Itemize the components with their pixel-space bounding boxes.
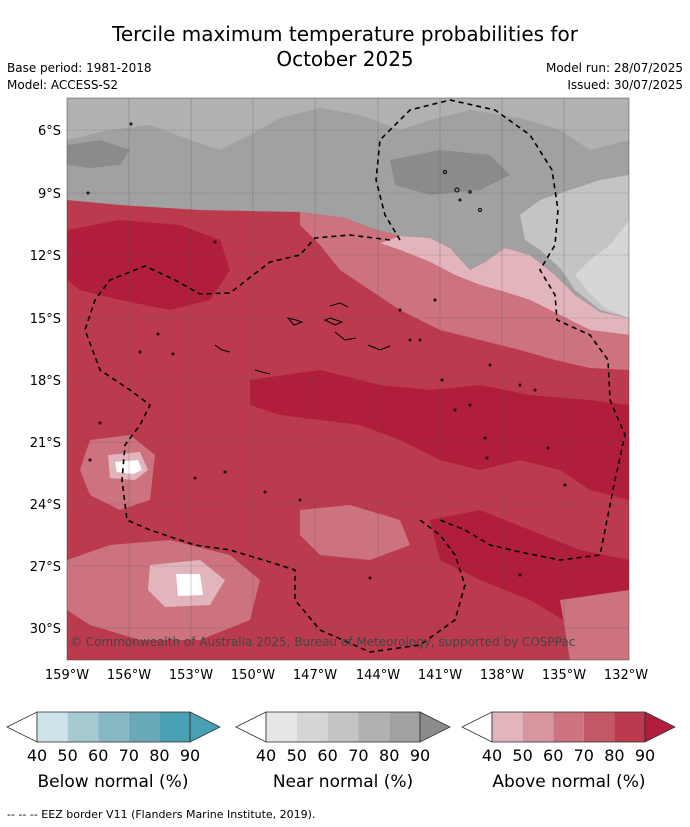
map-frame bbox=[66, 97, 630, 661]
above-normal-lighter-se bbox=[560, 590, 629, 660]
legend-near-swatch bbox=[358, 712, 390, 742]
legend-below-swatch bbox=[98, 712, 129, 742]
gridlines bbox=[67, 98, 629, 660]
legend-tick: 50 bbox=[287, 746, 307, 765]
below-normal-hint-w bbox=[115, 460, 142, 474]
legend-tick: 40 bbox=[256, 746, 276, 765]
lat-label: 18°S bbox=[30, 374, 61, 389]
near-normal-dark-patch bbox=[67, 140, 130, 168]
legend-tick: 80 bbox=[149, 746, 169, 765]
legend-tick: 40 bbox=[27, 746, 47, 765]
legend-near-swatch bbox=[327, 712, 359, 742]
legend-tick: 40 bbox=[482, 746, 502, 765]
legend-above-end-arrow bbox=[644, 711, 676, 743]
eez-borders bbox=[84, 99, 626, 653]
model-name: Model: ACCESS-S2 bbox=[7, 78, 119, 92]
legend-above-swatch bbox=[583, 712, 615, 742]
lon-label: 144°W bbox=[356, 668, 400, 683]
above-normal-lighter-s bbox=[300, 505, 410, 560]
legend-below-swatch bbox=[37, 712, 68, 742]
near-normal-lighter bbox=[575, 220, 629, 318]
lon-label: 150°W bbox=[231, 668, 275, 683]
lon-label: 135°W bbox=[542, 668, 586, 683]
lat-labels: 6°S 9°S 12°S 15°S 18°S 21°S 24°S 27°S 30… bbox=[30, 124, 61, 637]
legend-tick: 80 bbox=[604, 746, 624, 765]
lon-label: 147°W bbox=[293, 668, 337, 683]
legend-near: 40 50 60 70 80 90 bbox=[235, 711, 451, 765]
lon-label: 138°W bbox=[480, 668, 524, 683]
lat-label: 24°S bbox=[30, 498, 61, 513]
legend-above-swatch bbox=[492, 712, 523, 742]
legend-tick: 90 bbox=[410, 746, 430, 765]
legend-tick: 70 bbox=[574, 746, 594, 765]
legend-tick: 50 bbox=[512, 746, 532, 765]
legend-tick: 50 bbox=[57, 746, 77, 765]
legend-near-start-arrow bbox=[235, 711, 267, 743]
lon-label: 141°W bbox=[418, 668, 462, 683]
map-title: Tercile maximum temperature probabilitie… bbox=[0, 22, 690, 72]
base-period: Base period: 1981-2018 bbox=[7, 61, 152, 75]
lat-label: 12°S bbox=[30, 249, 61, 264]
legend-above-start-arrow bbox=[461, 711, 493, 743]
legend-tick: 80 bbox=[379, 746, 399, 765]
lon-label: 132°W bbox=[604, 668, 648, 683]
lon-labels: 159°W 156°W 153°W 150°W 147°W 144°W 141°… bbox=[45, 668, 648, 683]
legend-tick: 90 bbox=[635, 746, 655, 765]
legend-below-end-arrow bbox=[189, 711, 221, 743]
legend-tick: 70 bbox=[348, 746, 368, 765]
legend-above-label: Above normal (%) bbox=[492, 772, 646, 792]
lon-label: 153°W bbox=[169, 668, 213, 683]
above-normal-mid-band bbox=[300, 212, 629, 370]
legend-near-swatch bbox=[389, 712, 420, 742]
legend-below-swatch bbox=[67, 712, 99, 742]
legend-below-start-arrow bbox=[6, 711, 38, 743]
legend-above-swatch bbox=[553, 712, 584, 742]
legend-near-end-arrow bbox=[419, 711, 451, 743]
above-normal-light-band bbox=[380, 236, 629, 335]
lat-label: 27°S bbox=[30, 560, 61, 575]
near-normal-dark-patch-2 bbox=[390, 150, 510, 195]
lat-label: 21°S bbox=[30, 436, 61, 451]
eez-border-cook bbox=[84, 234, 466, 653]
meta-left: Base period: 1981-2018 Model: ACCESS-S2 bbox=[7, 60, 152, 94]
legend-near-swatch bbox=[296, 712, 328, 742]
eez-footnote: -- -- -- EEZ border V11 (Flanders Marine… bbox=[7, 808, 316, 821]
islands bbox=[86, 122, 567, 580]
near-normal-region bbox=[67, 98, 629, 318]
legend-tick: 70 bbox=[119, 746, 139, 765]
legend-near-label: Near normal (%) bbox=[272, 772, 414, 792]
legend-above-swatch bbox=[614, 712, 645, 742]
legend-tick: 60 bbox=[543, 746, 563, 765]
title-line-2: October 2025 bbox=[276, 47, 414, 71]
lat-label: 30°S bbox=[30, 622, 61, 637]
legend-tick: 90 bbox=[180, 746, 200, 765]
title-line-1: Tercile maximum temperature probabilitie… bbox=[112, 22, 578, 46]
legend-above-swatch bbox=[522, 712, 554, 742]
eez-border-north bbox=[375, 99, 626, 561]
legend-tick: 60 bbox=[88, 746, 108, 765]
lat-label: 9°S bbox=[38, 187, 61, 202]
issued-date: Issued: 30/07/2025 bbox=[567, 78, 683, 92]
lon-label: 159°W bbox=[45, 668, 89, 683]
legend-above: 40 50 60 70 80 90 bbox=[461, 711, 676, 765]
legend-below-label: Below normal (%) bbox=[37, 772, 189, 792]
legend-tick: 60 bbox=[317, 746, 337, 765]
meta-right: Model run: 28/07/2025 Issued: 30/07/2025 bbox=[546, 60, 683, 94]
model-run: Model run: 28/07/2025 bbox=[545, 61, 683, 75]
map-plot-area bbox=[67, 98, 629, 660]
near-normal-mid bbox=[67, 98, 629, 150]
above-normal-strong-west bbox=[67, 220, 230, 310]
lat-label: 6°S bbox=[38, 124, 61, 139]
legend-near-swatch bbox=[266, 712, 297, 742]
legend-below-swatch bbox=[159, 712, 190, 742]
legend-below: 40 50 60 70 80 90 bbox=[6, 711, 221, 765]
lat-label: 15°S bbox=[30, 312, 61, 327]
legend-below-swatch bbox=[128, 712, 160, 742]
copyright-note: © Commonwealth of Australia 2025, Bureau… bbox=[70, 635, 575, 649]
above-normal-strong-central bbox=[250, 370, 629, 500]
lon-label: 156°W bbox=[107, 668, 151, 683]
below-normal-hint-sw bbox=[176, 574, 203, 596]
